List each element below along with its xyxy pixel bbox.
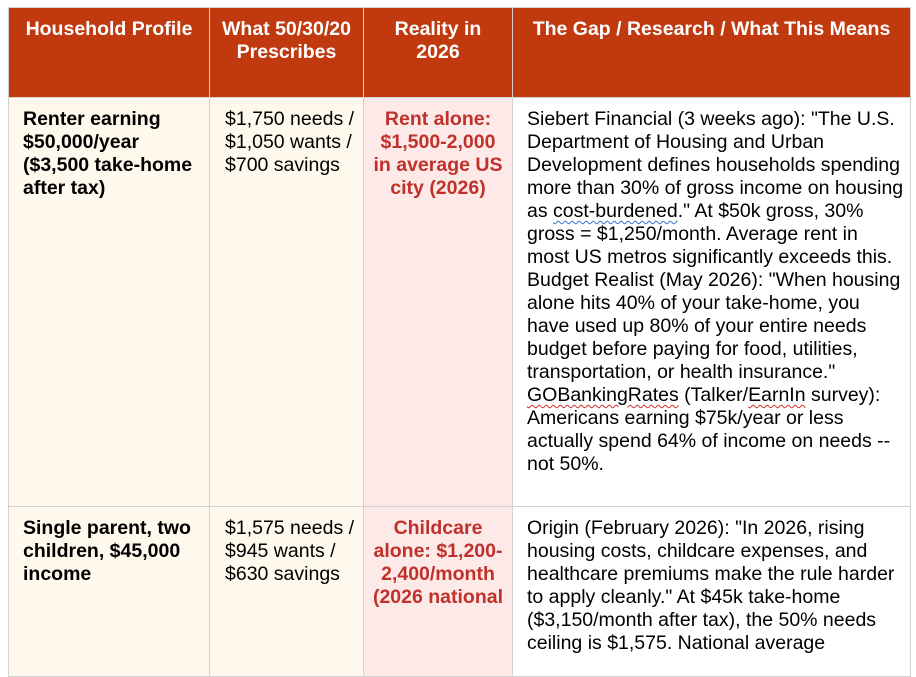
spelling-flagged-text[interactable]: GOBankingRates: [527, 384, 679, 406]
header-gap-research: The Gap / Research / What This Means: [512, 7, 911, 98]
gap-text: survey): Americans earning $75k/year or …: [527, 384, 891, 475]
prescribes-cell: $1,575 needs / $945 wants / $630 savings: [209, 506, 364, 677]
header-household-profile: Household Profile: [8, 7, 210, 98]
budget-comparison-table: Household Profile What 50/30/20 Prescrib…: [8, 7, 911, 677]
header-reality-2026: Reality in 2026: [363, 7, 513, 98]
gap-text: ." At $50k gross, 30% gross = $1,250/mon…: [527, 200, 901, 383]
household-profile-cell: Renter earning $50,000/year ($3,500 take…: [8, 97, 210, 507]
grammar-flagged-text[interactable]: cost-burdened: [553, 200, 678, 222]
reality-cell: Childcare alone: $1,200-2,400/month (202…: [363, 506, 513, 677]
gap-text: Siebert Financial (3 weeks ago): "The U.…: [527, 108, 904, 222]
table-row: Single parent, two children, $45,000 inc…: [8, 506, 911, 677]
gap-research-cell: Siebert Financial (3 weeks ago): "The U.…: [512, 97, 911, 507]
gap-research-cell: Origin (February 2026): "In 2026, rising…: [512, 506, 911, 677]
household-profile-cell: Single parent, two children, $45,000 inc…: [8, 506, 210, 677]
prescribes-cell: $1,750 needs / $1,050 wants / $700 savin…: [209, 97, 364, 507]
gap-text: (Talker/: [678, 384, 749, 406]
table-row: Renter earning $50,000/year ($3,500 take…: [8, 97, 911, 507]
spelling-flagged-text[interactable]: EarnIn: [748, 384, 806, 406]
header-what-prescribes: What 50/30/20 Prescribes: [209, 7, 364, 98]
table-header-row: Household Profile What 50/30/20 Prescrib…: [8, 7, 911, 98]
reality-cell: Rent alone: $1,500-2,000 in average US c…: [363, 97, 513, 507]
